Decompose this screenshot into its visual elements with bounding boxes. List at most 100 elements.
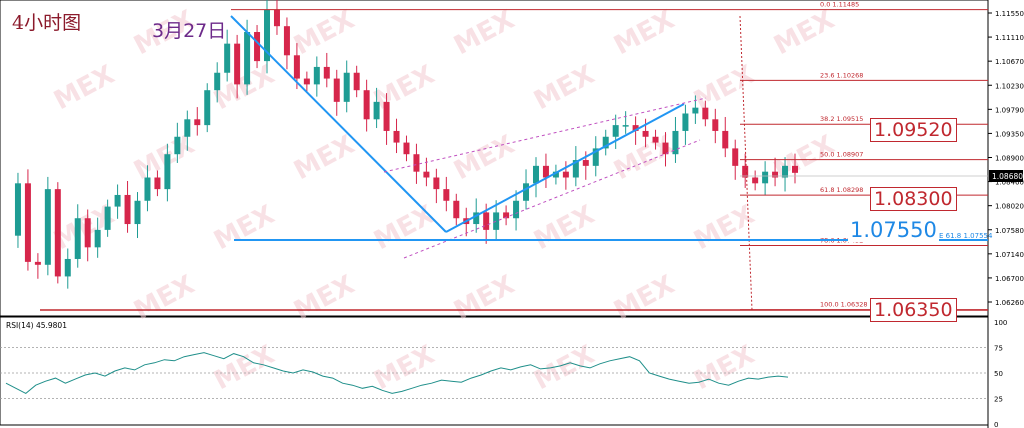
fib-diagonal [739, 15, 753, 311]
fib-label-1: 23.6 1.10268 [820, 71, 863, 79]
fib-label-4: 61.8 1.08298 [820, 186, 863, 194]
candle-body [214, 72, 221, 91]
candle-body [174, 136, 181, 155]
price-tick-label: 1.07140 [995, 251, 1024, 259]
candle-body [582, 160, 589, 166]
candle-body [542, 165, 549, 178]
candle-body [602, 136, 609, 149]
current-price-text: 1.08680 [992, 172, 1023, 181]
candle-body [403, 142, 410, 155]
candle-body [632, 125, 639, 131]
candle-body [493, 212, 500, 230]
candle-body [184, 119, 191, 137]
candle-body [84, 218, 91, 248]
rsi-tick-label: 50 [994, 370, 1003, 378]
rsi-tick-label: 25 [994, 396, 1003, 404]
candle-body [722, 130, 729, 149]
candle-body [14, 183, 21, 236]
candle-body [224, 43, 231, 73]
current-price-tag: 1.08680 [989, 170, 1023, 182]
candle-body [94, 229, 101, 248]
level-box-s2: 1.07550 [848, 218, 939, 242]
candle-body [732, 148, 739, 166]
candle-body [204, 90, 211, 126]
candle-body [244, 32, 251, 85]
candle-body [283, 26, 290, 56]
candle-body [144, 177, 151, 201]
timeframe-label: 4小时图 [12, 12, 82, 34]
candle-body [114, 194, 121, 207]
price-tick-label: 1.06260 [995, 299, 1024, 307]
candle-body [572, 160, 579, 178]
candle-body [104, 206, 111, 230]
candle-body [792, 165, 798, 173]
channel-upper[interactable] [383, 97, 707, 173]
candle-body [234, 43, 241, 85]
rsi-label: RSI(14) 45.9801 [6, 321, 67, 330]
candle-body [353, 72, 360, 91]
candle-body [154, 177, 161, 190]
candle-body [194, 119, 201, 126]
candle-body [134, 200, 141, 225]
rsi-line [5, 352, 789, 394]
downtrend-line[interactable] [230, 15, 447, 233]
price-tick-label: 1.08460 [995, 179, 1024, 187]
candle-body [692, 107, 699, 114]
price-tick-label: 1.08900 [995, 155, 1024, 163]
candle-body [293, 55, 300, 79]
candle-body [24, 183, 31, 262]
rsi-tick-label: 75 [994, 345, 1003, 353]
candle-body [453, 200, 460, 219]
candle-body [433, 177, 440, 190]
candle-body [313, 66, 320, 85]
candle-body [752, 177, 759, 184]
channel-lower[interactable] [403, 139, 701, 259]
candle-body [124, 194, 131, 225]
candle-body [503, 212, 510, 219]
date-marker-label: 3月27日 [152, 20, 227, 42]
price-tick-label: 1.09790 [995, 106, 1024, 114]
candle-body [642, 130, 649, 137]
price-tick-label: 1.09350 [995, 130, 1024, 138]
candle-body [772, 171, 779, 178]
uptrend-line[interactable] [445, 103, 685, 233]
fib-label-6: 100.0 1.06328 [820, 301, 868, 309]
fib-label-0: 0.0 1.11485 [820, 1, 859, 9]
candle-body [702, 107, 709, 120]
fib-label-2: 38.2 1.09515 [820, 115, 863, 123]
candle-body [363, 90, 370, 120]
candle-body [592, 148, 599, 166]
candle-body [473, 212, 480, 225]
price-tick-label: 1.07580 [995, 227, 1024, 235]
price-tick-label: 1.06700 [995, 275, 1024, 283]
level-box-s1: 1.08300 [870, 187, 957, 211]
candle-body [513, 200, 520, 219]
candle-body [483, 212, 490, 230]
candle-body [782, 165, 789, 178]
candle-body [323, 66, 330, 79]
candle-body [762, 171, 769, 184]
candle-body [393, 130, 400, 143]
candle-body [264, 9, 271, 62]
candle-body [562, 171, 569, 178]
level-box-r1: 1.09520 [870, 118, 957, 142]
candle-body [662, 142, 669, 155]
candle-body [44, 189, 51, 265]
candle-body [523, 183, 530, 201]
candle-body [413, 154, 420, 172]
candle-body [652, 136, 659, 143]
candle-body [74, 218, 81, 259]
candle-body [383, 101, 390, 131]
candle-body [672, 130, 679, 155]
candle-body [254, 32, 261, 62]
price-axis: 1.11550 1.11110 1.10670 1.10230 1.09790 1.093… [988, 10, 1024, 307]
rsi-pane [0, 316, 989, 426]
candle-body [343, 72, 350, 102]
candle-body [742, 165, 749, 178]
candle-body [303, 78, 310, 85]
candle-body [712, 119, 719, 131]
candle-body [612, 125, 619, 137]
candle-body [682, 113, 689, 131]
candle-body [443, 189, 450, 201]
